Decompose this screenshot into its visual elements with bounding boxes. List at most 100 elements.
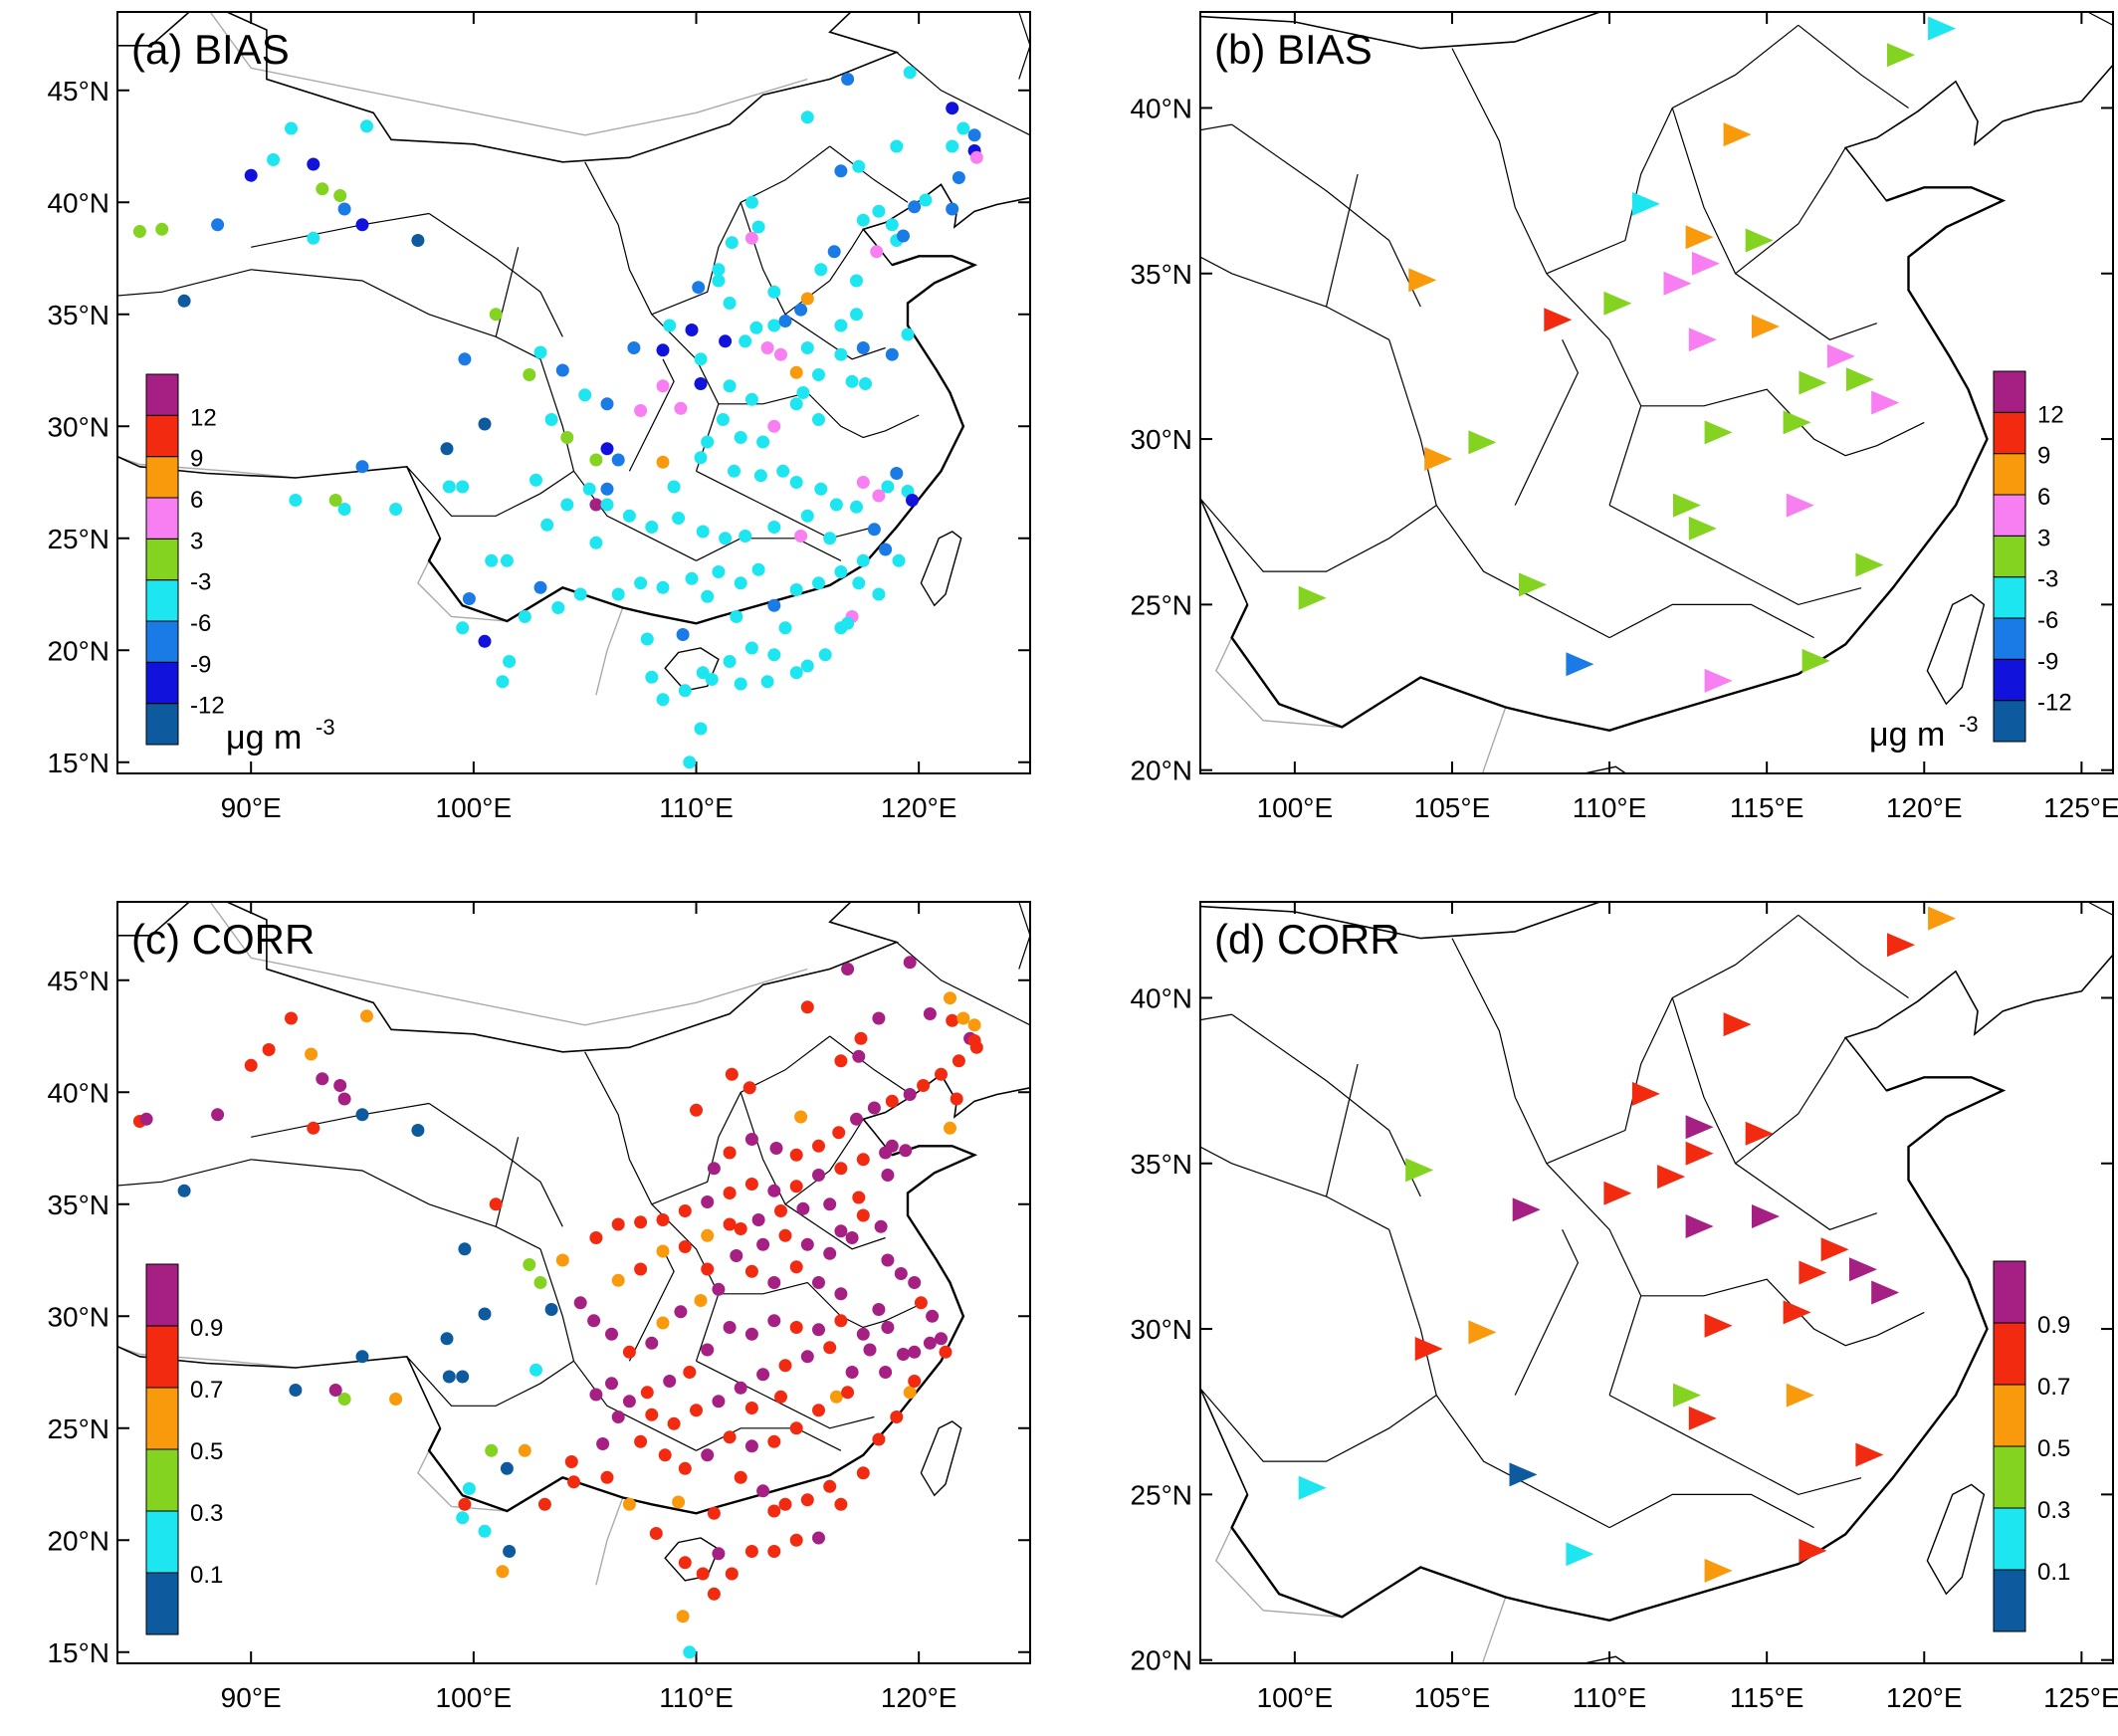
station-marker <box>442 1370 456 1384</box>
station-marker <box>739 530 752 542</box>
station-marker <box>177 294 191 308</box>
station-marker <box>908 1345 922 1359</box>
station-marker <box>969 150 983 164</box>
station-marker <box>800 509 814 523</box>
province-border-11 <box>718 391 920 439</box>
station-marker <box>834 347 848 361</box>
station-marker <box>1566 652 1594 677</box>
province-border-13 <box>896 942 1030 1026</box>
station-marker <box>1509 1462 1538 1487</box>
station-marker <box>881 1253 895 1267</box>
station-marker <box>823 1479 837 1493</box>
province-border-4 <box>1200 1388 1437 1462</box>
station-marker <box>800 1493 814 1507</box>
station-marker <box>560 498 574 512</box>
station-marker <box>739 334 752 348</box>
station-marker <box>589 536 603 549</box>
station-marker <box>1424 447 1453 471</box>
station-marker <box>935 1332 948 1346</box>
province-border-16 <box>1514 339 1580 506</box>
x-tick-label: 110°E <box>659 792 734 823</box>
plot-frame <box>116 901 1031 1664</box>
station-marker <box>903 956 917 970</box>
colorbar-label: -12 <box>2037 690 2072 717</box>
station-marker <box>774 347 787 361</box>
province-border-5 <box>584 161 653 316</box>
station-marker <box>852 1049 866 1063</box>
station-marker <box>1544 308 1573 332</box>
station-marker <box>834 565 848 578</box>
station-marker <box>712 263 726 277</box>
station-marker <box>892 553 906 567</box>
station-marker <box>923 1336 937 1350</box>
station-marker <box>564 1455 578 1468</box>
station-marker <box>823 1341 837 1355</box>
station-marker <box>744 1133 758 1146</box>
station-marker <box>503 1545 517 1558</box>
station-marker <box>622 1497 636 1511</box>
station-marker <box>458 352 472 366</box>
plot-frame <box>1199 11 2114 774</box>
station-marker <box>440 1332 454 1346</box>
station-marker <box>867 523 881 537</box>
station-marker <box>573 1296 587 1310</box>
station-marker <box>600 1470 614 1484</box>
station-marker <box>1704 1558 1733 1583</box>
station-marker <box>935 1067 948 1081</box>
station-marker <box>778 1359 792 1373</box>
station-marker <box>485 553 499 567</box>
colorbar-label: 9 <box>2037 443 2050 470</box>
y-tick-label: 30°N <box>1130 1314 1192 1345</box>
station-marker <box>776 464 790 478</box>
station-marker <box>834 1497 848 1511</box>
station-marker <box>723 1187 737 1199</box>
station-marker <box>845 1366 859 1379</box>
province-border-3 <box>539 1248 697 1451</box>
station-marker <box>656 343 670 357</box>
taiwan-outline <box>1926 593 1986 706</box>
station-marker <box>919 193 933 207</box>
province-border-9 <box>1608 603 1814 639</box>
station-marker <box>850 1112 863 1126</box>
station-marker <box>856 1208 870 1222</box>
station-marker <box>760 341 774 354</box>
province-border-7 <box>1546 1163 1642 1396</box>
x-tick-label: 120°E <box>1886 1682 1963 1713</box>
province-border-8 <box>1608 505 1862 606</box>
station-marker <box>307 157 320 171</box>
neighbor-border-3 <box>1052 1036 1130 1199</box>
station-marker <box>881 1169 895 1182</box>
station-marker <box>946 1013 959 1027</box>
station-marker <box>1408 268 1437 293</box>
station-marker <box>744 1327 758 1341</box>
station-marker <box>756 435 770 449</box>
station-marker <box>789 1180 803 1194</box>
station-marker <box>1799 1538 1827 1563</box>
station-marker <box>360 119 373 133</box>
station-marker <box>767 319 781 332</box>
colorbar-label: 0.1 <box>2037 1559 2070 1586</box>
panel-title: (a) BIAS <box>131 26 290 73</box>
province-border-14 <box>1018 12 1030 80</box>
station-marker <box>634 1434 648 1448</box>
station-marker <box>530 1363 542 1377</box>
station-marker <box>723 655 737 668</box>
neighbor-border-1 <box>1214 1494 1343 1619</box>
station-marker <box>852 1191 866 1204</box>
province-border-13 <box>896 52 1030 136</box>
station-marker <box>611 1273 625 1287</box>
station-marker <box>672 512 686 525</box>
station-marker <box>725 1067 739 1081</box>
station-marker <box>634 1262 648 1276</box>
station-marker <box>1801 648 1830 673</box>
station-marker <box>946 139 959 153</box>
station-marker <box>589 453 603 467</box>
station-marker <box>1723 1012 1752 1037</box>
station-marker <box>634 1215 648 1229</box>
province-border-6 <box>651 1035 831 1205</box>
station-marker <box>582 482 596 496</box>
colorbar-label: -3 <box>2037 566 2058 593</box>
station-marker <box>489 1197 503 1211</box>
colorbar-segment <box>145 1510 179 1574</box>
station-marker <box>640 1386 654 1400</box>
